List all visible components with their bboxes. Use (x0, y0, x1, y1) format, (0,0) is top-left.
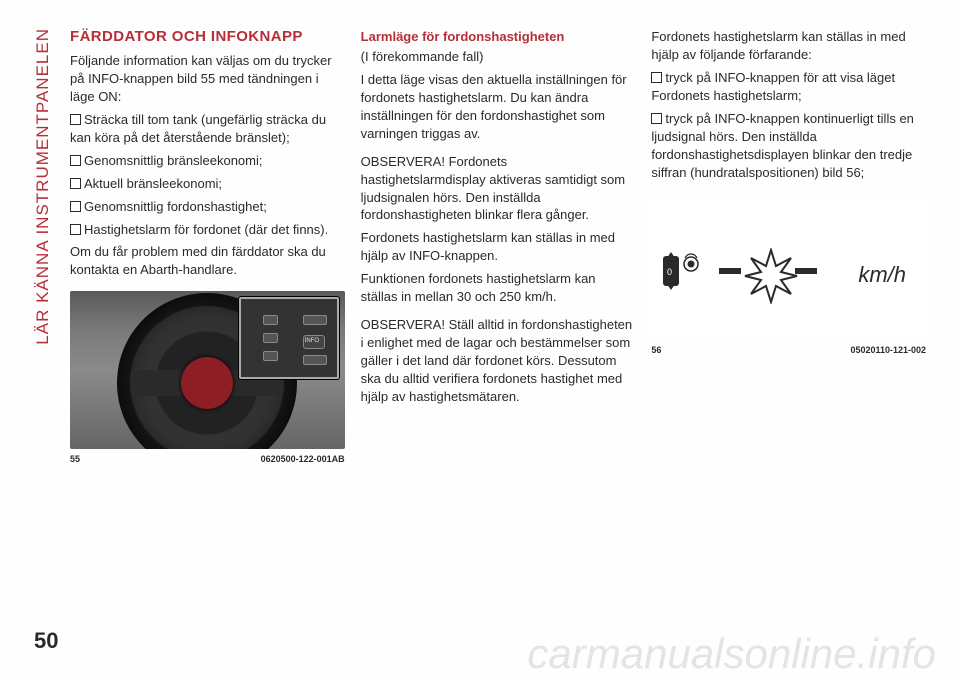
square-marker (651, 72, 662, 83)
col1-outro: Om du får problem med din färddator ska … (70, 243, 345, 279)
speed-limit-icon: 0 (661, 250, 701, 294)
figure-56-code: 05020110-121-002 (850, 344, 926, 356)
square-marker (70, 201, 81, 212)
figure-56-number: 56 (651, 344, 661, 356)
starburst-icon (743, 248, 799, 304)
inset-button (303, 355, 327, 365)
figure-55-caption: 55 0620500-122-001AB (70, 453, 345, 465)
col1-bullet-3: Aktuell bränsleekonomi; (70, 175, 345, 193)
side-section-label: LÄR KÄNNA INSTRUMENTPANELEN (30, 28, 56, 368)
svg-text:0: 0 (667, 267, 672, 277)
square-marker (70, 114, 81, 125)
content-columns: FÄRDDATOR OCH INFOKNAPP Följande informa… (70, 28, 926, 466)
column-3: Fordonets hastighetslarm kan ställas in … (651, 28, 926, 466)
figure-56-caption: 56 05020110-121-002 (651, 344, 926, 356)
col1-bullet-2: Genomsnittlig bränsleekonomi; (70, 152, 345, 170)
square-marker (70, 178, 81, 189)
col3-p1: Fordonets hastighetslarm kan ställas in … (651, 28, 926, 64)
side-section-text: LÄR KÄNNA INSTRUMENTPANELEN (33, 28, 53, 345)
inset-button (263, 333, 278, 343)
col1-bullet-4: Genomsnittlig fordonshastighet; (70, 198, 345, 216)
dash-right (795, 268, 817, 274)
col2-p4: Fordonets hastighetslarm kan ställas in … (361, 229, 636, 265)
inset-controls: INFO (239, 297, 339, 379)
manual-page: LÄR KÄNNA INSTRUMENTPANELEN FÄRDDATOR OC… (0, 0, 960, 678)
inset-button (263, 351, 278, 361)
kmh-label: km/h (858, 260, 906, 290)
figure-56: 0 km/h 56 05020110-12 (651, 200, 926, 356)
wheel-spoke-left (131, 370, 191, 396)
figure-56-image: 0 km/h (651, 200, 926, 340)
square-marker (70, 224, 81, 235)
watermark: carmanualsonline.info (527, 630, 936, 678)
col2-p3: OBSERVERA! Fordonets hastighetslarmdispl… (361, 153, 636, 225)
col1-bullet-1: Sträcka till tom tank (ungefärlig sträck… (70, 111, 345, 147)
figure-55-number: 55 (70, 453, 80, 465)
page-number: 50 (34, 628, 58, 654)
col2-p2: I detta läge visas den aktuella inställn… (361, 71, 636, 143)
subhead-larmlage: Larmläge för fordonshastigheten (361, 28, 636, 46)
col2-p5: Funktionen fordonets hastighetslarm kan … (361, 270, 636, 306)
col3-bullet-2: tryck på INFO-knappen kontinuerligt till… (651, 110, 926, 182)
col2-p1: (I förekommande fall) (361, 48, 636, 66)
square-marker (70, 155, 81, 166)
col2-p6: OBSERVERA! Ställ alltid in fordonshastig… (361, 316, 636, 406)
inset-button (263, 315, 278, 325)
dash-left (719, 268, 741, 274)
inset-info-label: INFO (305, 337, 319, 345)
col1-bullet-5: Hastighetslarm för fordonet (där det fin… (70, 221, 345, 239)
square-marker (651, 113, 662, 124)
column-1: FÄRDDATOR OCH INFOKNAPP Följande informa… (70, 28, 345, 466)
col3-bullet-1: tryck på INFO-knappen för att visa läget… (651, 69, 926, 105)
inset-button (303, 315, 327, 325)
column-2: Larmläge för fordonshastigheten (I förek… (361, 28, 636, 466)
col1-intro: Följande information kan väljas om du tr… (70, 52, 345, 106)
figure-55-image: INFO (70, 291, 345, 449)
figure-55-code: 0620500-122-001AB (261, 453, 345, 465)
figure-55: INFO 55 0620500-122-001AB (70, 291, 345, 465)
heading-farddator: FÄRDDATOR OCH INFOKNAPP (70, 28, 345, 46)
